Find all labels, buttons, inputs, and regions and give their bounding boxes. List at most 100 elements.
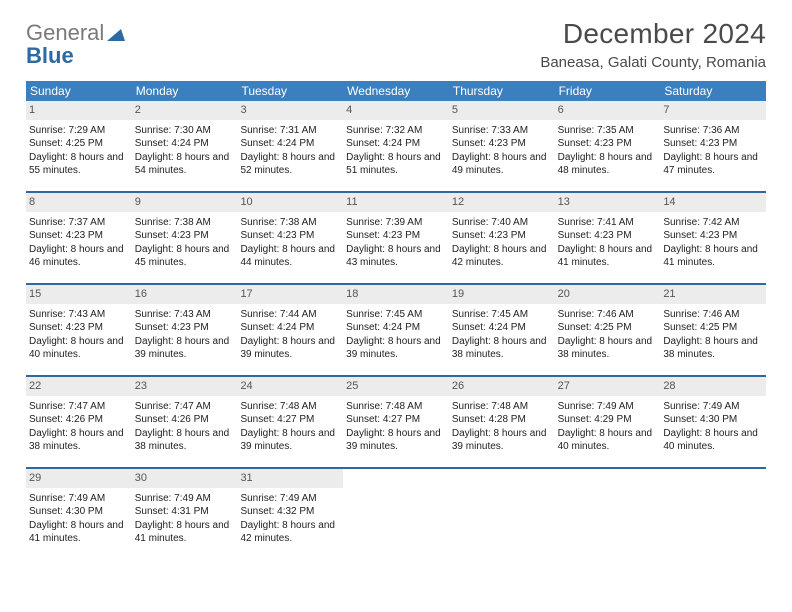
day-cell: 26Sunrise: 7:48 AMSunset: 4:28 PMDayligh… bbox=[449, 377, 555, 467]
day-body: Sunrise: 7:49 AMSunset: 4:30 PMDaylight:… bbox=[26, 490, 132, 551]
day-cell: 24Sunrise: 7:48 AMSunset: 4:27 PMDayligh… bbox=[237, 377, 343, 467]
daylight-line: Daylight: 8 hours and 46 minutes. bbox=[29, 243, 129, 270]
daylight-line: Daylight: 8 hours and 40 minutes. bbox=[29, 335, 129, 362]
sunrise-line: Sunrise: 7:38 AM bbox=[135, 216, 235, 230]
day-cell: 18Sunrise: 7:45 AMSunset: 4:24 PMDayligh… bbox=[343, 285, 449, 375]
day-number: 21 bbox=[660, 285, 766, 304]
day-body: Sunrise: 7:38 AMSunset: 4:23 PMDaylight:… bbox=[237, 214, 343, 275]
sunset-line: Sunset: 4:23 PM bbox=[452, 137, 552, 151]
sunrise-line: Sunrise: 7:45 AM bbox=[452, 308, 552, 322]
daylight-line: Daylight: 8 hours and 41 minutes. bbox=[29, 519, 129, 546]
day-cell bbox=[555, 469, 661, 559]
sunset-line: Sunset: 4:23 PM bbox=[663, 137, 763, 151]
day-body: Sunrise: 7:32 AMSunset: 4:24 PMDaylight:… bbox=[343, 122, 449, 183]
sunset-line: Sunset: 4:23 PM bbox=[29, 321, 129, 335]
day-cell: 15Sunrise: 7:43 AMSunset: 4:23 PMDayligh… bbox=[26, 285, 132, 375]
daylight-line: Daylight: 8 hours and 43 minutes. bbox=[346, 243, 446, 270]
day-cell: 29 Sunrise: 7:49 AMSunset: 4:30 PMDayligh… bbox=[26, 469, 132, 559]
sunset-line: Sunset: 4:23 PM bbox=[135, 321, 235, 335]
day-body: Sunrise: 7:36 AMSunset: 4:23 PMDaylight:… bbox=[660, 122, 766, 183]
day-number: 13 bbox=[555, 193, 661, 212]
day-body: Sunrise: 7:39 AMSunset: 4:23 PMDaylight:… bbox=[343, 214, 449, 275]
daylight-line: Daylight: 8 hours and 41 minutes. bbox=[558, 243, 658, 270]
day-body: Sunrise: 7:45 AMSunset: 4:24 PMDaylight:… bbox=[343, 306, 449, 367]
daylight-line: Daylight: 8 hours and 39 minutes. bbox=[135, 335, 235, 362]
day-cell: 14Sunrise: 7:42 AMSunset: 4:23 PMDayligh… bbox=[660, 193, 766, 283]
weekday-saturday: Saturday bbox=[660, 84, 766, 98]
sunset-line: Sunset: 4:30 PM bbox=[663, 413, 763, 427]
daylight-line: Daylight: 8 hours and 39 minutes. bbox=[240, 335, 340, 362]
day-body: Sunrise: 7:44 AMSunset: 4:24 PMDaylight:… bbox=[237, 306, 343, 367]
day-number: 27 bbox=[555, 377, 661, 396]
sunset-line: Sunset: 4:26 PM bbox=[135, 413, 235, 427]
daylight-line: Daylight: 8 hours and 45 minutes. bbox=[135, 243, 235, 270]
sunset-line: Sunset: 4:24 PM bbox=[346, 137, 446, 151]
sunset-line: Sunset: 4:23 PM bbox=[346, 229, 446, 243]
sunset-line: Sunset: 4:25 PM bbox=[558, 321, 658, 335]
daylight-line: Daylight: 8 hours and 39 minutes. bbox=[240, 427, 340, 454]
daylight-line: Daylight: 8 hours and 38 minutes. bbox=[29, 427, 129, 454]
day-number: 20 bbox=[555, 285, 661, 304]
day-cell bbox=[660, 469, 766, 559]
day-body: Sunrise: 7:37 AMSunset: 4:23 PMDaylight:… bbox=[26, 214, 132, 275]
title-block: December 2024 Baneasa, Galati County, Ro… bbox=[540, 18, 766, 71]
calendar-week: 8Sunrise: 7:37 AMSunset: 4:23 PMDaylight… bbox=[26, 193, 766, 285]
sunset-line: Sunset: 4:23 PM bbox=[663, 229, 763, 243]
sunset-line: Sunset: 4:24 PM bbox=[346, 321, 446, 335]
weekday-header: Sunday Monday Tuesday Wednesday Thursday… bbox=[26, 81, 766, 101]
sunrise-line: Sunrise: 7:48 AM bbox=[240, 400, 340, 414]
brand-word-2: Blue bbox=[26, 43, 74, 68]
day-cell: 30Sunrise: 7:49 AMSunset: 4:31 PMDayligh… bbox=[132, 469, 238, 559]
sunset-line: Sunset: 4:24 PM bbox=[452, 321, 552, 335]
sunset-line: Sunset: 4:32 PM bbox=[240, 505, 340, 519]
day-cell: 9Sunrise: 7:38 AMSunset: 4:23 PMDaylight… bbox=[132, 193, 238, 283]
month-title: December 2024 bbox=[540, 18, 766, 50]
day-cell: 19Sunrise: 7:45 AMSunset: 4:24 PMDayligh… bbox=[449, 285, 555, 375]
day-body: Sunrise: 7:49 AMSunset: 4:32 PMDaylight:… bbox=[237, 490, 343, 551]
sunrise-line: Sunrise: 7:45 AM bbox=[346, 308, 446, 322]
sunrise-line: Sunrise: 7:46 AM bbox=[558, 308, 658, 322]
sunset-line: Sunset: 4:23 PM bbox=[558, 137, 658, 151]
day-cell: 31Sunrise: 7:49 AMSunset: 4:32 PMDayligh… bbox=[237, 469, 343, 559]
day-number: 7 bbox=[660, 101, 766, 120]
day-cell: 25Sunrise: 7:48 AMSunset: 4:27 PMDayligh… bbox=[343, 377, 449, 467]
sunset-line: Sunset: 4:23 PM bbox=[452, 229, 552, 243]
day-cell: 17Sunrise: 7:44 AMSunset: 4:24 PMDayligh… bbox=[237, 285, 343, 375]
day-body: Sunrise: 7:33 AMSunset: 4:23 PMDaylight:… bbox=[449, 122, 555, 183]
day-number: 6 bbox=[555, 101, 661, 120]
daylight-line: Daylight: 8 hours and 38 minutes. bbox=[558, 335, 658, 362]
day-cell: 28Sunrise: 7:49 AMSunset: 4:30 PMDayligh… bbox=[660, 377, 766, 467]
day-number: 1 bbox=[26, 101, 132, 120]
day-body: Sunrise: 7:49 AMSunset: 4:29 PMDaylight:… bbox=[555, 398, 661, 459]
day-cell: 3Sunrise: 7:31 AMSunset: 4:24 PMDaylight… bbox=[237, 101, 343, 191]
sunrise-line: Sunrise: 7:47 AM bbox=[29, 400, 129, 414]
day-number: 12 bbox=[449, 193, 555, 212]
day-body: Sunrise: 7:48 AMSunset: 4:27 PMDaylight:… bbox=[343, 398, 449, 459]
weekday-friday: Friday bbox=[555, 84, 661, 98]
day-body: Sunrise: 7:49 AMSunset: 4:30 PMDaylight:… bbox=[660, 398, 766, 459]
day-body: Sunrise: 7:46 AMSunset: 4:25 PMDaylight:… bbox=[660, 306, 766, 367]
day-cell: 10Sunrise: 7:38 AMSunset: 4:23 PMDayligh… bbox=[237, 193, 343, 283]
daylight-line: Daylight: 8 hours and 40 minutes. bbox=[558, 427, 658, 454]
sunrise-line: Sunrise: 7:49 AM bbox=[135, 492, 235, 506]
day-body: Sunrise: 7:43 AMSunset: 4:23 PMDaylight:… bbox=[26, 306, 132, 367]
header-row: General Blue December 2024 Baneasa, Gala… bbox=[26, 18, 766, 71]
day-number: 29 bbox=[26, 469, 132, 488]
sunrise-line: Sunrise: 7:30 AM bbox=[135, 124, 235, 138]
daylight-line: Daylight: 8 hours and 38 minutes. bbox=[452, 335, 552, 362]
daylight-line: Daylight: 8 hours and 42 minutes. bbox=[452, 243, 552, 270]
day-cell: 12Sunrise: 7:40 AMSunset: 4:23 PMDayligh… bbox=[449, 193, 555, 283]
day-cell: 7 Sunrise: 7:36 AMSunset: 4:23 PMDaylight… bbox=[660, 101, 766, 191]
day-cell: 21 Sunrise: 7:46 AMSunset: 4:25 PMDayligh… bbox=[660, 285, 766, 375]
day-body: Sunrise: 7:29 AMSunset: 4:25 PMDaylight:… bbox=[26, 122, 132, 183]
day-body: Sunrise: 7:49 AMSunset: 4:31 PMDaylight:… bbox=[132, 490, 238, 551]
day-body: Sunrise: 7:47 AMSunset: 4:26 PMDaylight:… bbox=[132, 398, 238, 459]
sunrise-line: Sunrise: 7:36 AM bbox=[663, 124, 763, 138]
day-number: 5 bbox=[449, 101, 555, 120]
day-body: Sunrise: 7:31 AMSunset: 4:24 PMDaylight:… bbox=[237, 122, 343, 183]
day-cell: 13Sunrise: 7:41 AMSunset: 4:23 PMDayligh… bbox=[555, 193, 661, 283]
sunset-line: Sunset: 4:24 PM bbox=[240, 321, 340, 335]
daylight-line: Daylight: 8 hours and 51 minutes. bbox=[346, 151, 446, 178]
sunrise-line: Sunrise: 7:39 AM bbox=[346, 216, 446, 230]
day-number: 4 bbox=[343, 101, 449, 120]
